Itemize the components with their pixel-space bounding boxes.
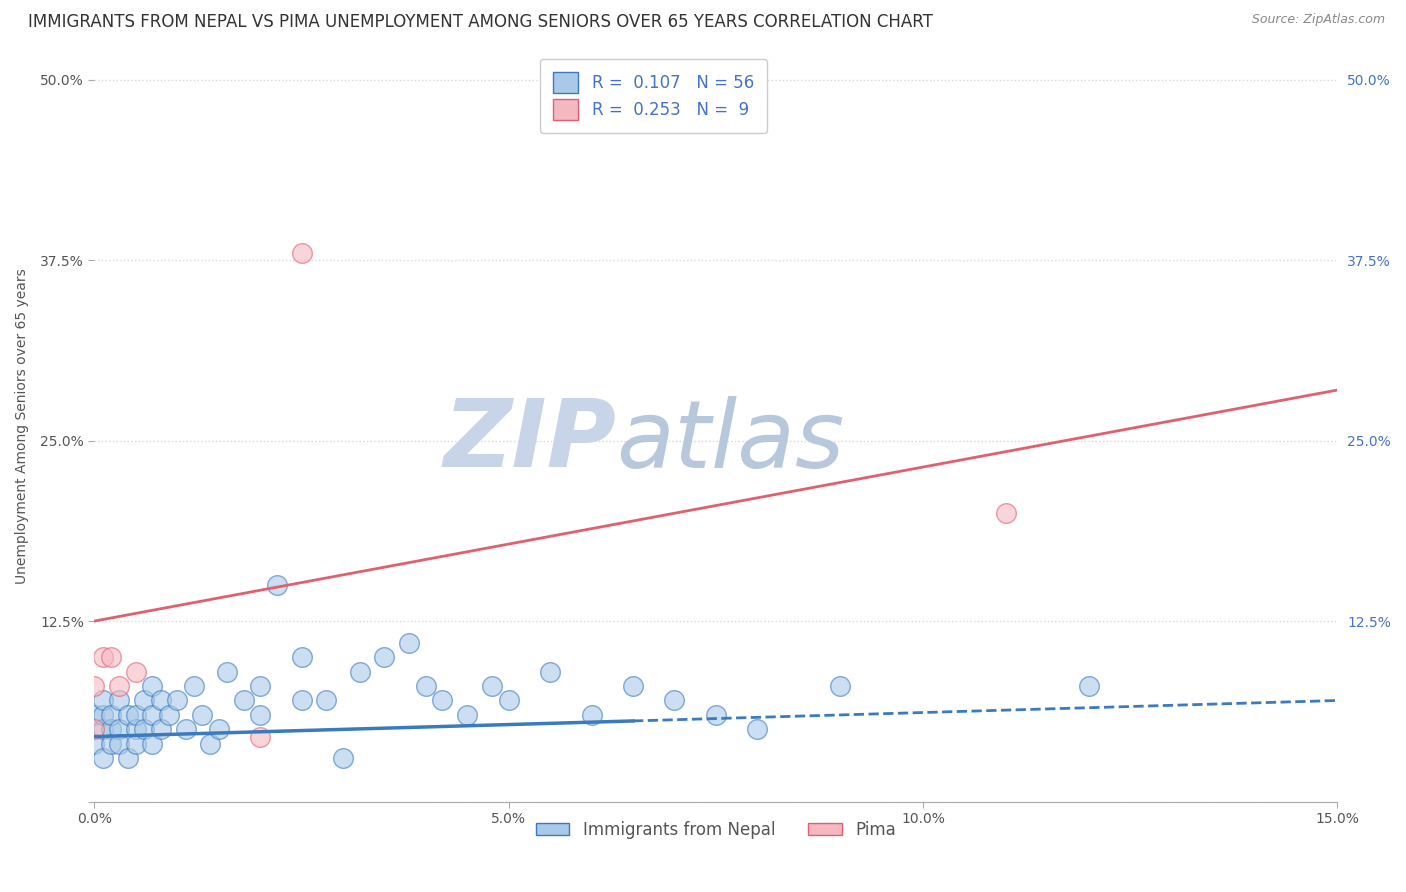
Point xyxy=(747,723,769,737)
Point xyxy=(100,737,122,751)
Point xyxy=(125,665,148,679)
Point xyxy=(125,737,148,751)
Point xyxy=(208,723,231,737)
Point xyxy=(315,693,337,707)
Point xyxy=(183,679,205,693)
Point xyxy=(134,693,156,707)
Text: Source: ZipAtlas.com: Source: ZipAtlas.com xyxy=(1251,13,1385,27)
Point xyxy=(830,679,852,693)
Point xyxy=(108,723,131,737)
Point xyxy=(249,679,271,693)
Point xyxy=(125,723,148,737)
Point xyxy=(498,693,520,707)
Text: ZIP: ZIP xyxy=(443,395,616,487)
Point xyxy=(232,693,254,707)
Point xyxy=(117,707,139,722)
Point xyxy=(266,578,288,592)
Point xyxy=(141,679,163,693)
Point xyxy=(100,650,122,665)
Point xyxy=(481,679,503,693)
Point xyxy=(191,707,214,722)
Point xyxy=(664,693,686,707)
Point xyxy=(174,723,197,737)
Point xyxy=(249,730,271,744)
Point xyxy=(249,707,271,722)
Point xyxy=(91,707,114,722)
Point xyxy=(415,679,437,693)
Point xyxy=(125,707,148,722)
Text: atlas: atlas xyxy=(616,396,845,487)
Point xyxy=(621,679,644,693)
Point xyxy=(134,723,156,737)
Point xyxy=(108,737,131,751)
Point xyxy=(149,723,172,737)
Point xyxy=(215,665,238,679)
Point xyxy=(91,723,114,737)
Point xyxy=(166,693,188,707)
Point xyxy=(91,650,114,665)
Point xyxy=(200,737,222,751)
Point xyxy=(108,693,131,707)
Point xyxy=(157,707,180,722)
Point xyxy=(538,665,561,679)
Point xyxy=(149,693,172,707)
Point xyxy=(398,636,420,650)
Point xyxy=(141,737,163,751)
Point xyxy=(91,751,114,765)
Point xyxy=(290,693,312,707)
Point xyxy=(432,693,454,707)
Point xyxy=(108,679,131,693)
Point xyxy=(117,751,139,765)
Point xyxy=(83,707,105,722)
Point xyxy=(100,723,122,737)
Point xyxy=(83,723,105,737)
Point xyxy=(373,650,395,665)
Point xyxy=(704,707,727,722)
Point xyxy=(83,679,105,693)
Point xyxy=(332,751,354,765)
Point xyxy=(1077,679,1099,693)
Text: IMMIGRANTS FROM NEPAL VS PIMA UNEMPLOYMENT AMONG SENIORS OVER 65 YEARS CORRELATI: IMMIGRANTS FROM NEPAL VS PIMA UNEMPLOYME… xyxy=(28,13,934,31)
Point xyxy=(456,707,478,722)
Point xyxy=(100,707,122,722)
Point xyxy=(290,650,312,665)
Point xyxy=(349,665,371,679)
Y-axis label: Unemployment Among Seniors over 65 years: Unemployment Among Seniors over 65 years xyxy=(15,268,30,584)
Point xyxy=(581,707,603,722)
Point xyxy=(994,506,1017,520)
Point xyxy=(91,693,114,707)
Point xyxy=(141,707,163,722)
Point xyxy=(290,245,312,260)
Legend: Immigrants from Nepal, Pima: Immigrants from Nepal, Pima xyxy=(529,814,903,846)
Point xyxy=(83,737,105,751)
